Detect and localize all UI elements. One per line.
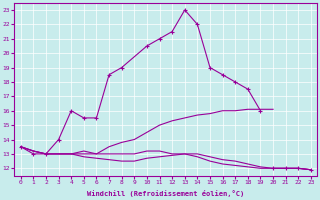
X-axis label: Windchill (Refroidissement éolien,°C): Windchill (Refroidissement éolien,°C) [87, 190, 244, 197]
